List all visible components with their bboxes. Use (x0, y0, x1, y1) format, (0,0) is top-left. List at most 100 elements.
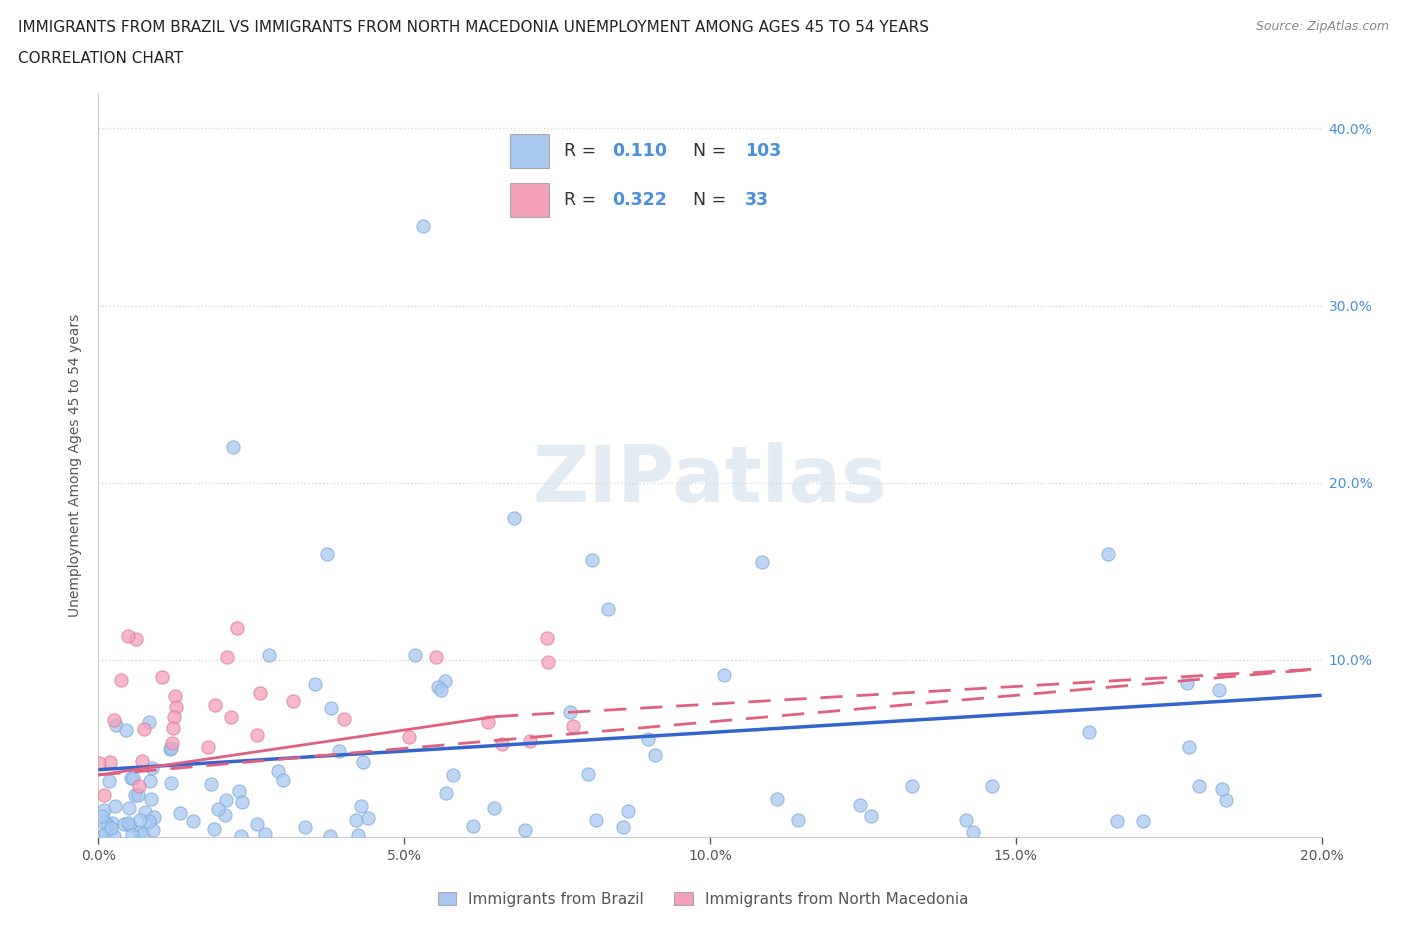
Point (352, 754, 374, 769)
Text: IMMIGRANTS FROM BRAZIL VS IMMIGRANTS FROM NORTH MACEDONIA UNEMPLOYMENT AMONG AGE: IMMIGRANTS FROM BRAZIL VS IMMIGRANTS FRO… (18, 20, 929, 35)
Point (980, 778, 1002, 793)
Point (120, 817, 142, 832)
Point (346, 828, 368, 843)
Point (207, 802, 229, 817)
Point (169, 805, 191, 820)
Point (87, 755, 110, 770)
Point (121, 771, 143, 786)
Point (162, 710, 184, 724)
Point (596, 602, 619, 617)
Point (461, 818, 484, 833)
Text: 33: 33 (745, 191, 769, 209)
Point (131, 753, 153, 768)
Point (150, 670, 173, 684)
Point (229, 829, 252, 844)
Point (249, 686, 271, 701)
Point (200, 777, 222, 791)
Point (412, 219, 434, 233)
Point (1211, 782, 1233, 797)
Point (404, 647, 426, 662)
Point (160, 776, 183, 790)
Point (1215, 792, 1237, 807)
Point (350, 799, 373, 814)
Point (219, 710, 242, 724)
FancyBboxPatch shape (510, 134, 550, 168)
Point (1105, 813, 1128, 828)
Point (617, 804, 640, 818)
Point (139, 773, 162, 788)
Point (141, 760, 163, 775)
Point (536, 631, 558, 645)
Point (1132, 814, 1154, 829)
Point (222, 440, 245, 455)
Point (142, 810, 165, 825)
Point (536, 654, 558, 669)
Point (120, 771, 142, 786)
Point (637, 732, 659, 747)
Point (112, 817, 135, 831)
Point (319, 701, 342, 716)
Point (491, 737, 513, 751)
Point (129, 825, 152, 840)
Point (425, 649, 447, 664)
Text: 0.110: 0.110 (612, 142, 666, 160)
Point (127, 788, 149, 803)
Point (228, 784, 250, 799)
Point (98, 754, 121, 769)
Point (246, 728, 269, 743)
Point (434, 786, 457, 801)
Point (202, 822, 225, 837)
Point (585, 812, 607, 827)
Point (357, 810, 380, 825)
Point (91, 829, 114, 844)
Point (257, 647, 280, 662)
Point (1208, 682, 1230, 697)
Point (333, 711, 356, 726)
Text: CORRELATION CHART: CORRELATION CHART (18, 51, 183, 66)
Point (101, 816, 124, 830)
Point (93, 803, 115, 817)
Point (139, 791, 162, 806)
Point (612, 819, 634, 834)
Point (644, 748, 666, 763)
Point (163, 688, 186, 703)
Point (900, 778, 922, 793)
Text: Source: ZipAtlas.com: Source: ZipAtlas.com (1256, 20, 1389, 33)
Point (477, 714, 499, 729)
Point (94, 826, 117, 841)
Point (117, 629, 139, 644)
Point (576, 766, 599, 781)
Point (271, 773, 294, 788)
Point (294, 819, 316, 834)
Point (713, 668, 735, 683)
Point (162, 721, 184, 736)
Point (513, 822, 536, 837)
Point (215, 792, 238, 807)
Point (214, 807, 236, 822)
Y-axis label: Unemployment Among Ages 45 to 54 years: Unemployment Among Ages 45 to 54 years (69, 313, 83, 617)
Point (859, 808, 882, 823)
Point (246, 817, 269, 831)
Point (160, 736, 183, 751)
Point (132, 827, 155, 842)
Point (104, 799, 127, 814)
Point (97, 774, 120, 789)
Point (849, 797, 872, 812)
Point (159, 742, 181, 757)
Point (328, 744, 350, 759)
Point (134, 805, 156, 820)
Point (1175, 675, 1198, 690)
Point (231, 794, 253, 809)
Point (441, 768, 464, 783)
Point (766, 791, 789, 806)
Point (129, 812, 152, 827)
Point (110, 673, 132, 688)
Point (1188, 778, 1211, 793)
Text: 103: 103 (745, 142, 780, 160)
Point (103, 829, 125, 844)
Point (267, 764, 290, 778)
Point (581, 552, 603, 567)
Point (955, 813, 977, 828)
Point (433, 674, 456, 689)
Point (141, 822, 163, 837)
